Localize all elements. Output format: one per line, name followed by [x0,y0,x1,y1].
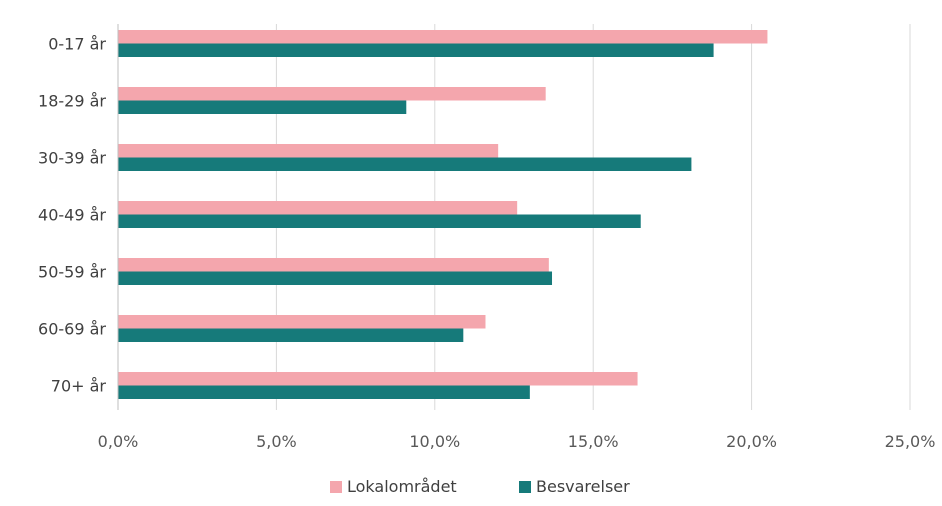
x-tick-label-0: 0,0% [98,432,139,451]
bar-besvarelser-5 [118,328,464,342]
legend-item-lokalomradet: Lokalområdet [330,477,457,496]
bar-besvarelser-0 [118,43,714,57]
y-tick-label-6: 70+ år [51,377,107,396]
y-tick-label-1: 18-29 år [38,92,106,111]
bar-lokalomradet-6 [118,372,638,386]
bar-lokalomradet-3 [118,201,518,215]
legend-swatch-1 [519,481,531,493]
bar-lokalomradet-5 [118,315,486,329]
x-tick-label-3: 15,0% [568,432,619,451]
legend-swatch-0 [330,481,342,493]
legend-item-besvarelser: Besvarelser [519,477,630,496]
bar-lokalomradet-4 [118,258,549,272]
legend: Lokalområdet Besvarelser [330,477,630,496]
y-tick-label-3: 40-49 år [38,206,106,225]
y-tick-label-2: 30-39 år [38,149,106,168]
bar-lokalomradet-1 [118,87,546,101]
bar-besvarelser-2 [118,157,692,171]
x-tick-label-4: 20,0% [726,432,777,451]
y-tick-label-0: 0-17 år [48,35,106,54]
y-tick-label-4: 50-59 år [38,263,106,282]
axes: 0-17 år 18-29 år 30-39 år 40-49 år 50-59 år 6… [38,24,935,451]
bar-besvarelser-4 [118,271,553,285]
legend-label-0: Lokalområdet [347,477,457,496]
y-tick-label-5: 60-69 år [38,320,106,339]
legend-label-1: Besvarelser [536,477,630,496]
bar-lokalomradet-0 [118,30,768,44]
x-tick-label-5: 25,0% [885,432,936,451]
bar-lokalomradet-2 [118,144,499,158]
x-tick-label-2: 10,0% [409,432,460,451]
bar-besvarelser-1 [118,100,407,114]
bar-besvarelser-3 [118,214,641,228]
bars [118,30,768,399]
bar-besvarelser-6 [118,385,530,399]
x-tick-label-1: 5,0% [256,432,297,451]
